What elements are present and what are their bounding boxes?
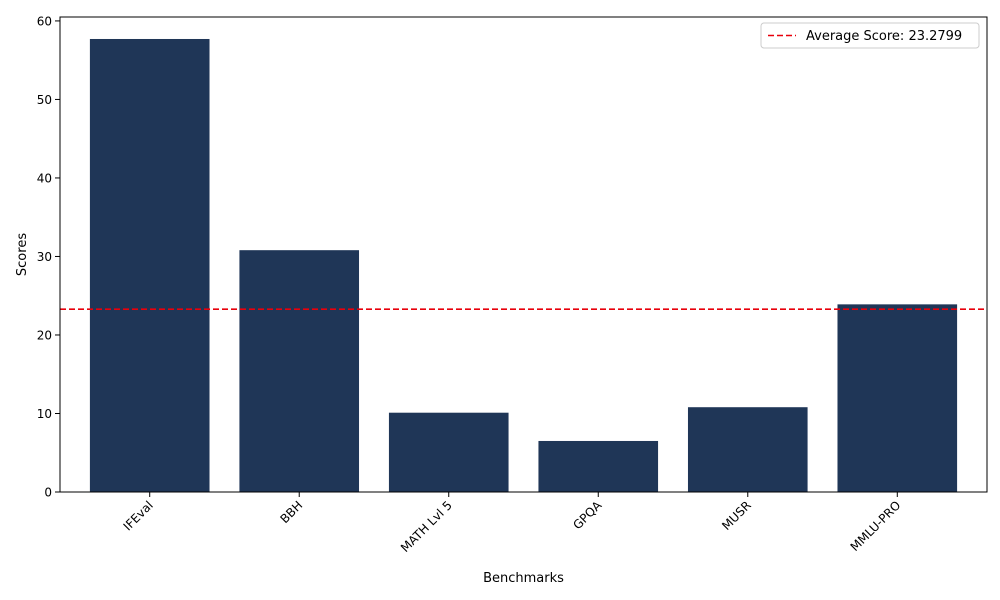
- bar-math-lvl-5: [388, 412, 509, 492]
- plot-frame: [59, 16, 988, 493]
- x-axis: IFEval BBH MATH Lvl 5 GPQA MUSR MMLU-PRO: [121, 492, 904, 555]
- x-tick-label: MATH Lvl 5: [398, 498, 455, 555]
- bar-bbh: [239, 250, 360, 492]
- y-tick-label: 0: [44, 486, 52, 500]
- legend: Average Score: 23.2799: [760, 22, 980, 49]
- y-tick-label: 10: [37, 407, 52, 421]
- legend-box: [760, 22, 980, 49]
- x-axis-label: Benchmarks: [483, 571, 564, 586]
- y-tick-label: 50: [37, 93, 52, 107]
- x-tick-label: IFEval: [121, 498, 156, 533]
- y-axis: 0 10 20 30 40 50 60: [37, 14, 60, 500]
- x-tick-label: MMLU-PRO: [848, 498, 904, 554]
- bar-mmlu-pro: [837, 304, 958, 492]
- y-axis-label: Scores: [15, 233, 30, 276]
- x-tick-label: GPQA: [570, 498, 605, 533]
- x-tick-label: MUSR: [719, 498, 754, 533]
- bar-musr: [687, 407, 808, 492]
- y-tick-label: 20: [37, 328, 52, 342]
- bar-gpqa: [538, 440, 659, 492]
- y-tick-label: 30: [37, 250, 52, 264]
- x-tick-label: BBH: [277, 498, 305, 526]
- bars-layer: [89, 38, 958, 493]
- y-tick-label: 60: [37, 14, 52, 28]
- bar-ifeval: [89, 38, 210, 493]
- legend-label-average: Average Score: 23.2799: [806, 29, 962, 44]
- y-tick-label: 40: [37, 171, 52, 185]
